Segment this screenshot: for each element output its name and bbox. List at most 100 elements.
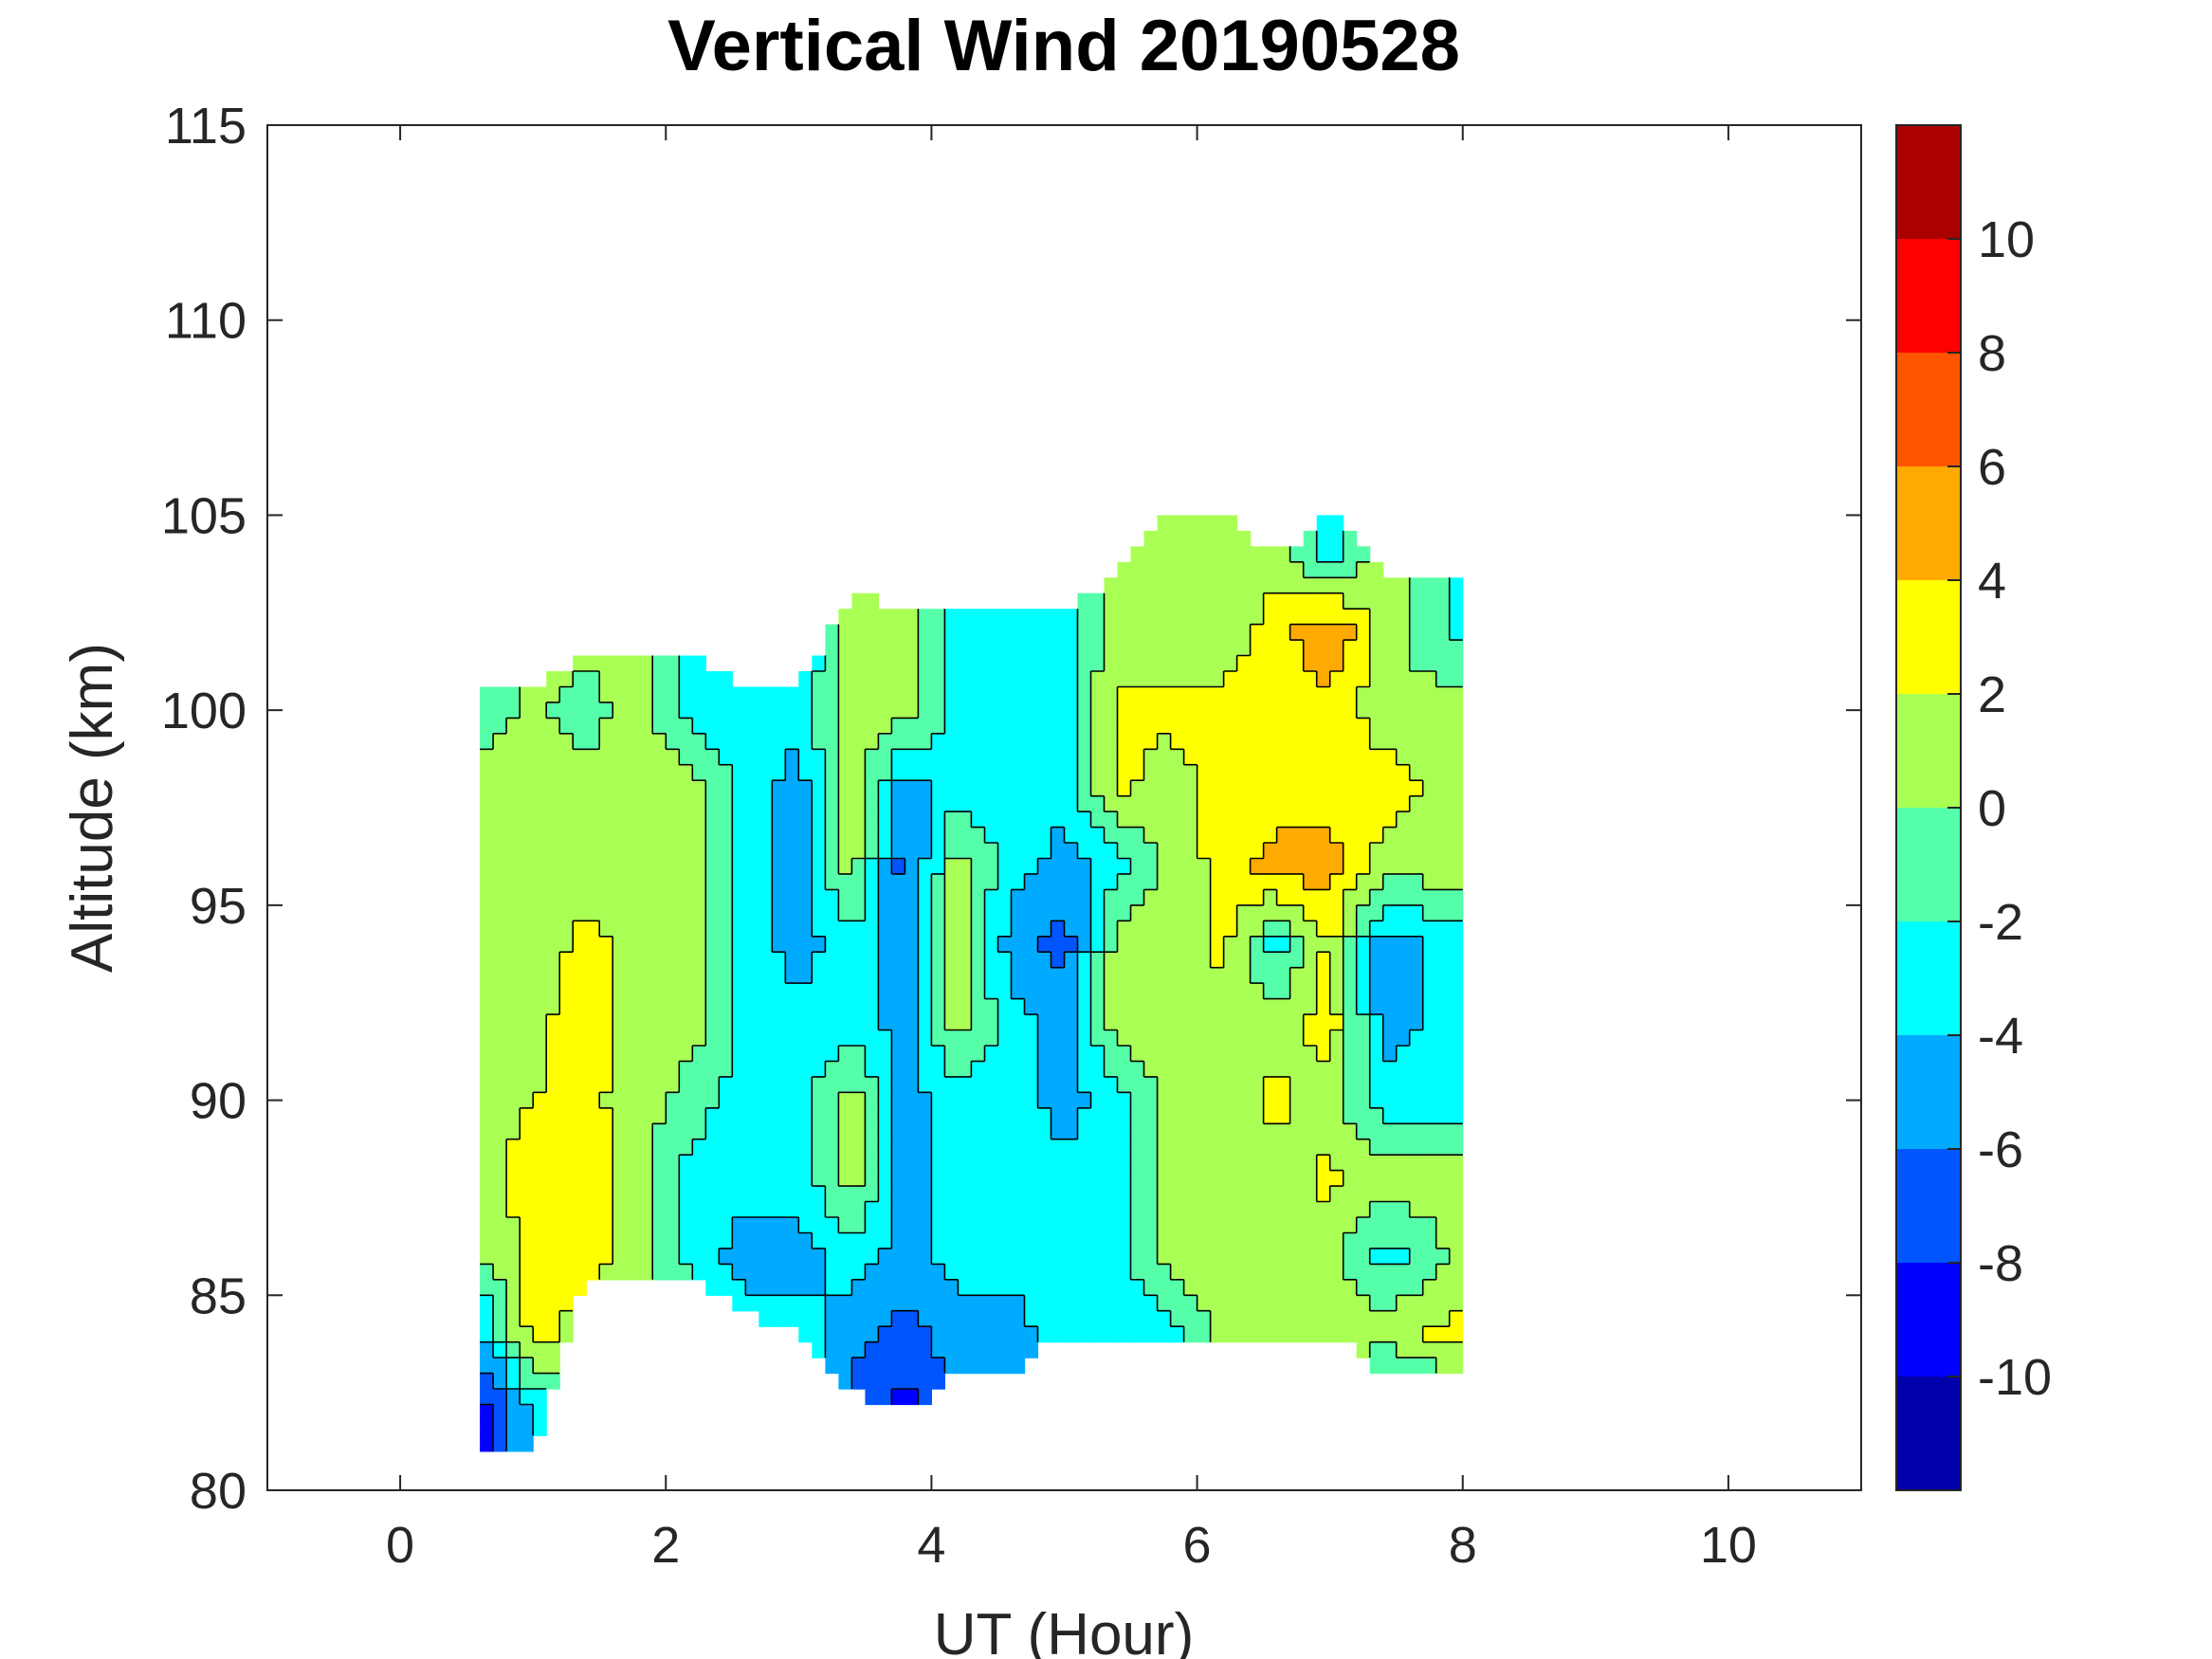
contour-cell — [1316, 671, 1331, 688]
contour-cell — [559, 1248, 574, 1265]
contour-cell — [1369, 764, 1384, 781]
contour-cell — [1170, 1310, 1185, 1327]
contour-cell — [745, 967, 759, 984]
contour-cell — [1409, 936, 1424, 953]
contour-cell — [1343, 1123, 1358, 1140]
contour-cell — [1435, 1264, 1451, 1281]
contour-cell — [1064, 1201, 1079, 1218]
contour-cell — [1077, 764, 1092, 781]
contour-cell — [1396, 655, 1411, 672]
contour-cell — [785, 764, 799, 781]
contour-cell — [1435, 967, 1451, 984]
contour-cell — [1263, 1170, 1278, 1187]
contour-cell — [1276, 749, 1291, 766]
contour-cell — [812, 671, 826, 688]
contour-cell — [666, 733, 680, 750]
contour-cell — [1369, 921, 1384, 938]
contour-cell — [798, 780, 813, 797]
contour-cell — [1223, 577, 1238, 594]
contour-cell — [1183, 1201, 1198, 1218]
contour-cell — [1250, 640, 1265, 657]
contour-cell — [1263, 967, 1278, 984]
contour-cell — [732, 702, 746, 719]
contour-cell — [586, 1030, 600, 1047]
colorbar-band — [1896, 808, 1961, 921]
contour-cell — [493, 936, 507, 953]
contour-cell — [1051, 889, 1066, 906]
contour-cell — [944, 827, 959, 844]
contour-cell — [612, 1076, 627, 1093]
contour-cell — [1064, 1123, 1079, 1140]
contour-cell — [1077, 780, 1092, 797]
contour-cell — [626, 702, 640, 719]
contour-cell — [812, 1139, 826, 1156]
contour-cell — [480, 1358, 494, 1375]
contour-cell — [1289, 624, 1305, 641]
contour-cell — [1011, 811, 1026, 829]
contour-cell — [798, 733, 813, 750]
contour-cell — [1024, 1279, 1039, 1296]
contour-cell — [1356, 904, 1371, 921]
contour-cell — [891, 1326, 905, 1343]
contour-cell — [1396, 921, 1411, 938]
contour-cell — [533, 983, 547, 1000]
contour-cell — [1276, 936, 1291, 953]
contour-cell — [480, 1092, 494, 1109]
contour-cell — [639, 780, 653, 797]
contour-cell — [745, 889, 759, 906]
contour-cell — [798, 1217, 813, 1234]
contour-cell — [1024, 1155, 1039, 1172]
contour-cell — [1329, 1186, 1344, 1203]
contour-cell — [931, 952, 945, 969]
contour-cell — [812, 967, 826, 984]
contour-cell — [785, 718, 799, 735]
contour-cell — [1130, 733, 1145, 750]
contour-cell — [732, 1232, 746, 1249]
contour-cell — [1409, 858, 1424, 875]
contour-cell — [1024, 686, 1039, 703]
contour-cell — [480, 1139, 494, 1156]
contour-cell — [705, 1279, 720, 1296]
contour-cell — [851, 1186, 866, 1203]
contour-cell — [851, 1139, 866, 1156]
contour-cell — [1396, 998, 1411, 1015]
contour-cell — [1157, 624, 1172, 641]
contour-cell — [1263, 1264, 1278, 1281]
contour-cell — [1276, 1046, 1291, 1063]
contour-cell — [692, 702, 706, 719]
contour-cell — [1011, 733, 1026, 750]
contour-cell — [1369, 1232, 1384, 1249]
contour-cell — [1037, 858, 1052, 875]
contour-cell — [1223, 655, 1238, 672]
contour-cell — [958, 609, 972, 626]
contour-cell — [1210, 904, 1225, 921]
contour-cell — [1130, 1186, 1145, 1203]
colorbar-band — [1896, 353, 1961, 466]
contour-cell — [520, 936, 534, 953]
contour-cell — [599, 1248, 613, 1265]
contour-cell — [878, 1201, 892, 1218]
contour-cell — [1037, 1264, 1052, 1281]
contour-cell — [1303, 671, 1318, 688]
contour-cell — [1117, 936, 1132, 953]
contour-cell — [931, 998, 945, 1015]
contour-cell — [1435, 873, 1451, 890]
contour-cell — [1422, 1076, 1437, 1093]
contour-cell — [573, 1279, 587, 1296]
contour-cell — [1077, 1107, 1092, 1124]
contour-cell — [944, 1248, 959, 1265]
contour-cell — [533, 749, 547, 766]
contour-cell — [1250, 780, 1265, 797]
contour-cell — [1024, 1186, 1039, 1203]
x-tick-label: 8 — [1449, 1517, 1477, 1574]
contour-cell — [851, 1014, 866, 1031]
contour-cell — [931, 858, 945, 875]
contour-cell — [480, 1295, 494, 1312]
contour-cell — [1170, 1061, 1185, 1078]
contour-cell — [1329, 1076, 1344, 1093]
contour-cell — [1435, 811, 1451, 829]
contour-cell — [1197, 515, 1212, 532]
contour-cell — [1197, 546, 1212, 563]
contour-cell — [520, 733, 534, 750]
contour-cell — [1183, 811, 1198, 829]
